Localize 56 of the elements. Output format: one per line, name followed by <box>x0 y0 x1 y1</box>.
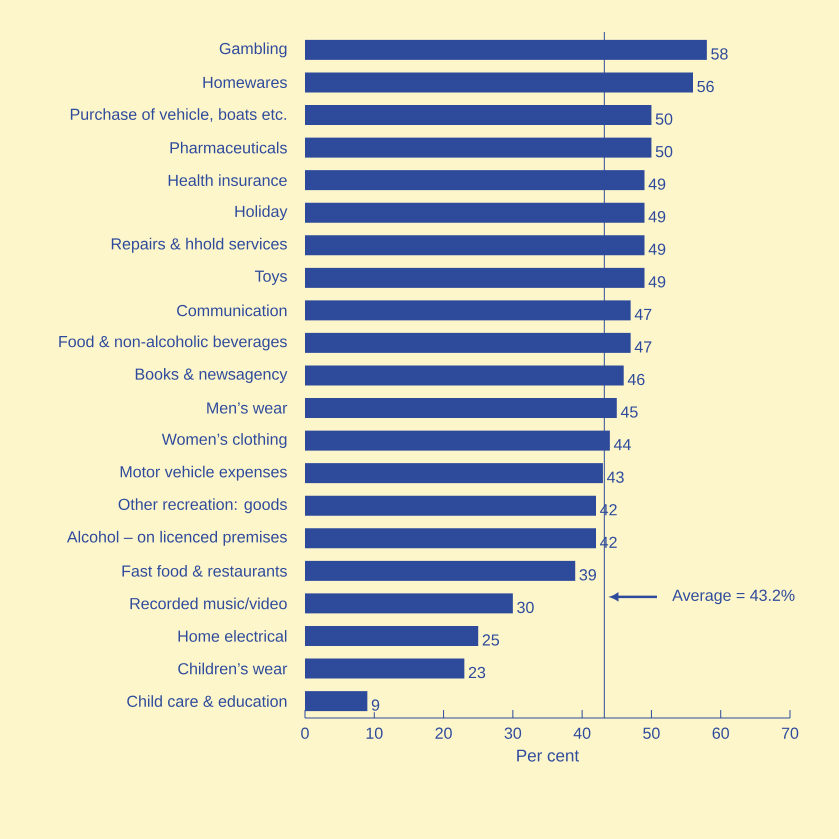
y-tick-label: Holiday <box>235 205 288 220</box>
bar <box>304 626 478 646</box>
y-tick-label: Toys <box>254 270 287 285</box>
x-tick-label: 30 <box>504 728 522 739</box>
data-label: 39 <box>580 569 596 581</box>
data-label: 30 <box>517 602 534 614</box>
y-tick-label: Repairs & hhold services <box>112 238 287 253</box>
y-tick-label: Health insurance <box>168 174 287 186</box>
data-label: 58 <box>711 48 728 60</box>
data-label: 56 <box>697 80 714 92</box>
y-tick-label: Motor vehicle expenses <box>120 466 287 481</box>
bar <box>304 658 464 679</box>
y-tick-label: Communication <box>177 304 286 316</box>
bar <box>304 560 576 581</box>
data-label: 49 <box>648 276 666 288</box>
y-tick-label: Purchase of vehicle, boats etc. <box>70 108 286 122</box>
data-label: 47 <box>634 341 652 352</box>
data-label: 49 <box>648 178 666 190</box>
bar <box>304 593 513 614</box>
x-tick-label: 10 <box>366 728 383 739</box>
data-label: 47 <box>634 308 652 320</box>
x-tick-label: 20 <box>435 728 452 739</box>
bar <box>304 496 596 516</box>
y-tick-label: Men’s wear <box>207 402 288 414</box>
y-tick-label: Books & newsagency <box>136 368 288 383</box>
y-tick-label: Recorded music/video <box>130 598 287 610</box>
data-label: 49 <box>648 211 666 222</box>
y-tick-label: Alcohol – on licenced premises <box>66 530 287 546</box>
y-tick-label: Gambling <box>220 42 286 58</box>
y-tick-label: Food & non-alcoholic beverages <box>59 335 287 350</box>
x-tick-label: 0 <box>301 728 309 739</box>
data-label: 43 <box>606 472 624 483</box>
x-tick-label: 60 <box>712 728 729 739</box>
data-label: 49 <box>648 244 666 255</box>
bar <box>304 528 596 548</box>
data-label: 46 <box>628 374 644 386</box>
ref-line-label: Average = 43.2% <box>672 590 795 604</box>
x-axis-title: Per cent <box>517 750 580 762</box>
data-label: 45 <box>620 406 638 418</box>
y-tick-label: Fast food & restaurants <box>122 564 287 577</box>
y-tick-label: Children’s wear <box>178 662 288 674</box>
x-tick-label: 70 <box>782 728 798 739</box>
y-tick-label: Other recreation: goods <box>118 498 287 514</box>
data-label: 50 <box>656 146 672 158</box>
y-tick-label: Child care & education <box>127 695 286 707</box>
x-tick-label: 40 <box>574 728 590 739</box>
data-label: 25 <box>482 634 500 646</box>
y-tick-label: Homewares <box>203 76 287 88</box>
data-label: 50 <box>656 113 672 125</box>
y-tick-label: Home electrical <box>178 630 286 642</box>
data-label: 9 <box>372 699 380 711</box>
data-label: 44 <box>614 439 631 450</box>
x-tick-label: 50 <box>643 728 660 739</box>
y-tick-label: Women’s clothing <box>162 433 286 448</box>
data-label: 23 <box>468 666 486 678</box>
y-tick-label: Pharmaceuticals <box>170 142 287 154</box>
